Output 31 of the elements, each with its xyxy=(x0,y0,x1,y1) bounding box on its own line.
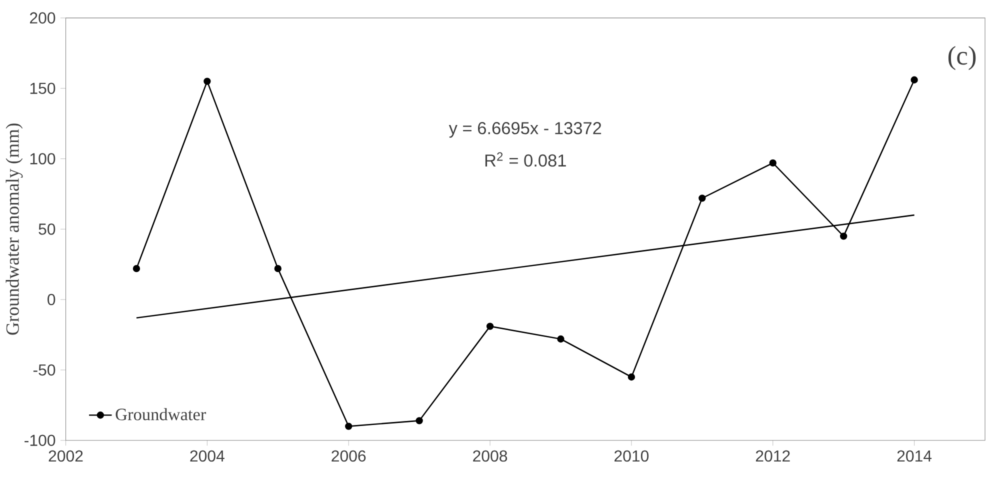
legend-label: Groundwater xyxy=(116,408,206,420)
point xyxy=(628,373,636,380)
x-tick-label: 2004 xyxy=(190,450,224,462)
x-tick-label: 2002 xyxy=(48,450,83,462)
point xyxy=(557,335,564,342)
annotation: R$^{2}$ = 0.081 xyxy=(485,152,566,167)
x-tick-label: 2008 xyxy=(473,450,508,462)
point xyxy=(910,76,918,84)
x-tick-label: 2010 xyxy=(614,450,649,462)
annotation: y = 6.6695x - 13372 xyxy=(448,122,602,138)
y-tick-label: 0 xyxy=(48,294,56,306)
y-tick-label: -50 xyxy=(33,364,56,376)
point xyxy=(345,422,352,430)
point xyxy=(486,322,494,330)
x-tick-label: 2006 xyxy=(332,450,366,462)
point xyxy=(698,194,706,202)
point xyxy=(840,232,848,240)
point xyxy=(274,264,282,272)
y-tick-label: 100 xyxy=(30,153,56,164)
x-tick-label: 2014 xyxy=(897,450,932,462)
point xyxy=(132,264,140,272)
x-tick-label: 2012 xyxy=(756,450,790,462)
y-tick-label: 150 xyxy=(30,82,56,94)
y-axis-title: Groundwater anomaly (mm) xyxy=(6,123,23,335)
point xyxy=(204,78,211,85)
y-tick-label: -100 xyxy=(24,434,56,446)
point xyxy=(769,159,776,166)
y-tick-label: 50 xyxy=(38,223,56,235)
annotation: (c) xyxy=(948,46,976,70)
point xyxy=(416,416,423,424)
y-tick-label: 200 xyxy=(30,12,56,24)
